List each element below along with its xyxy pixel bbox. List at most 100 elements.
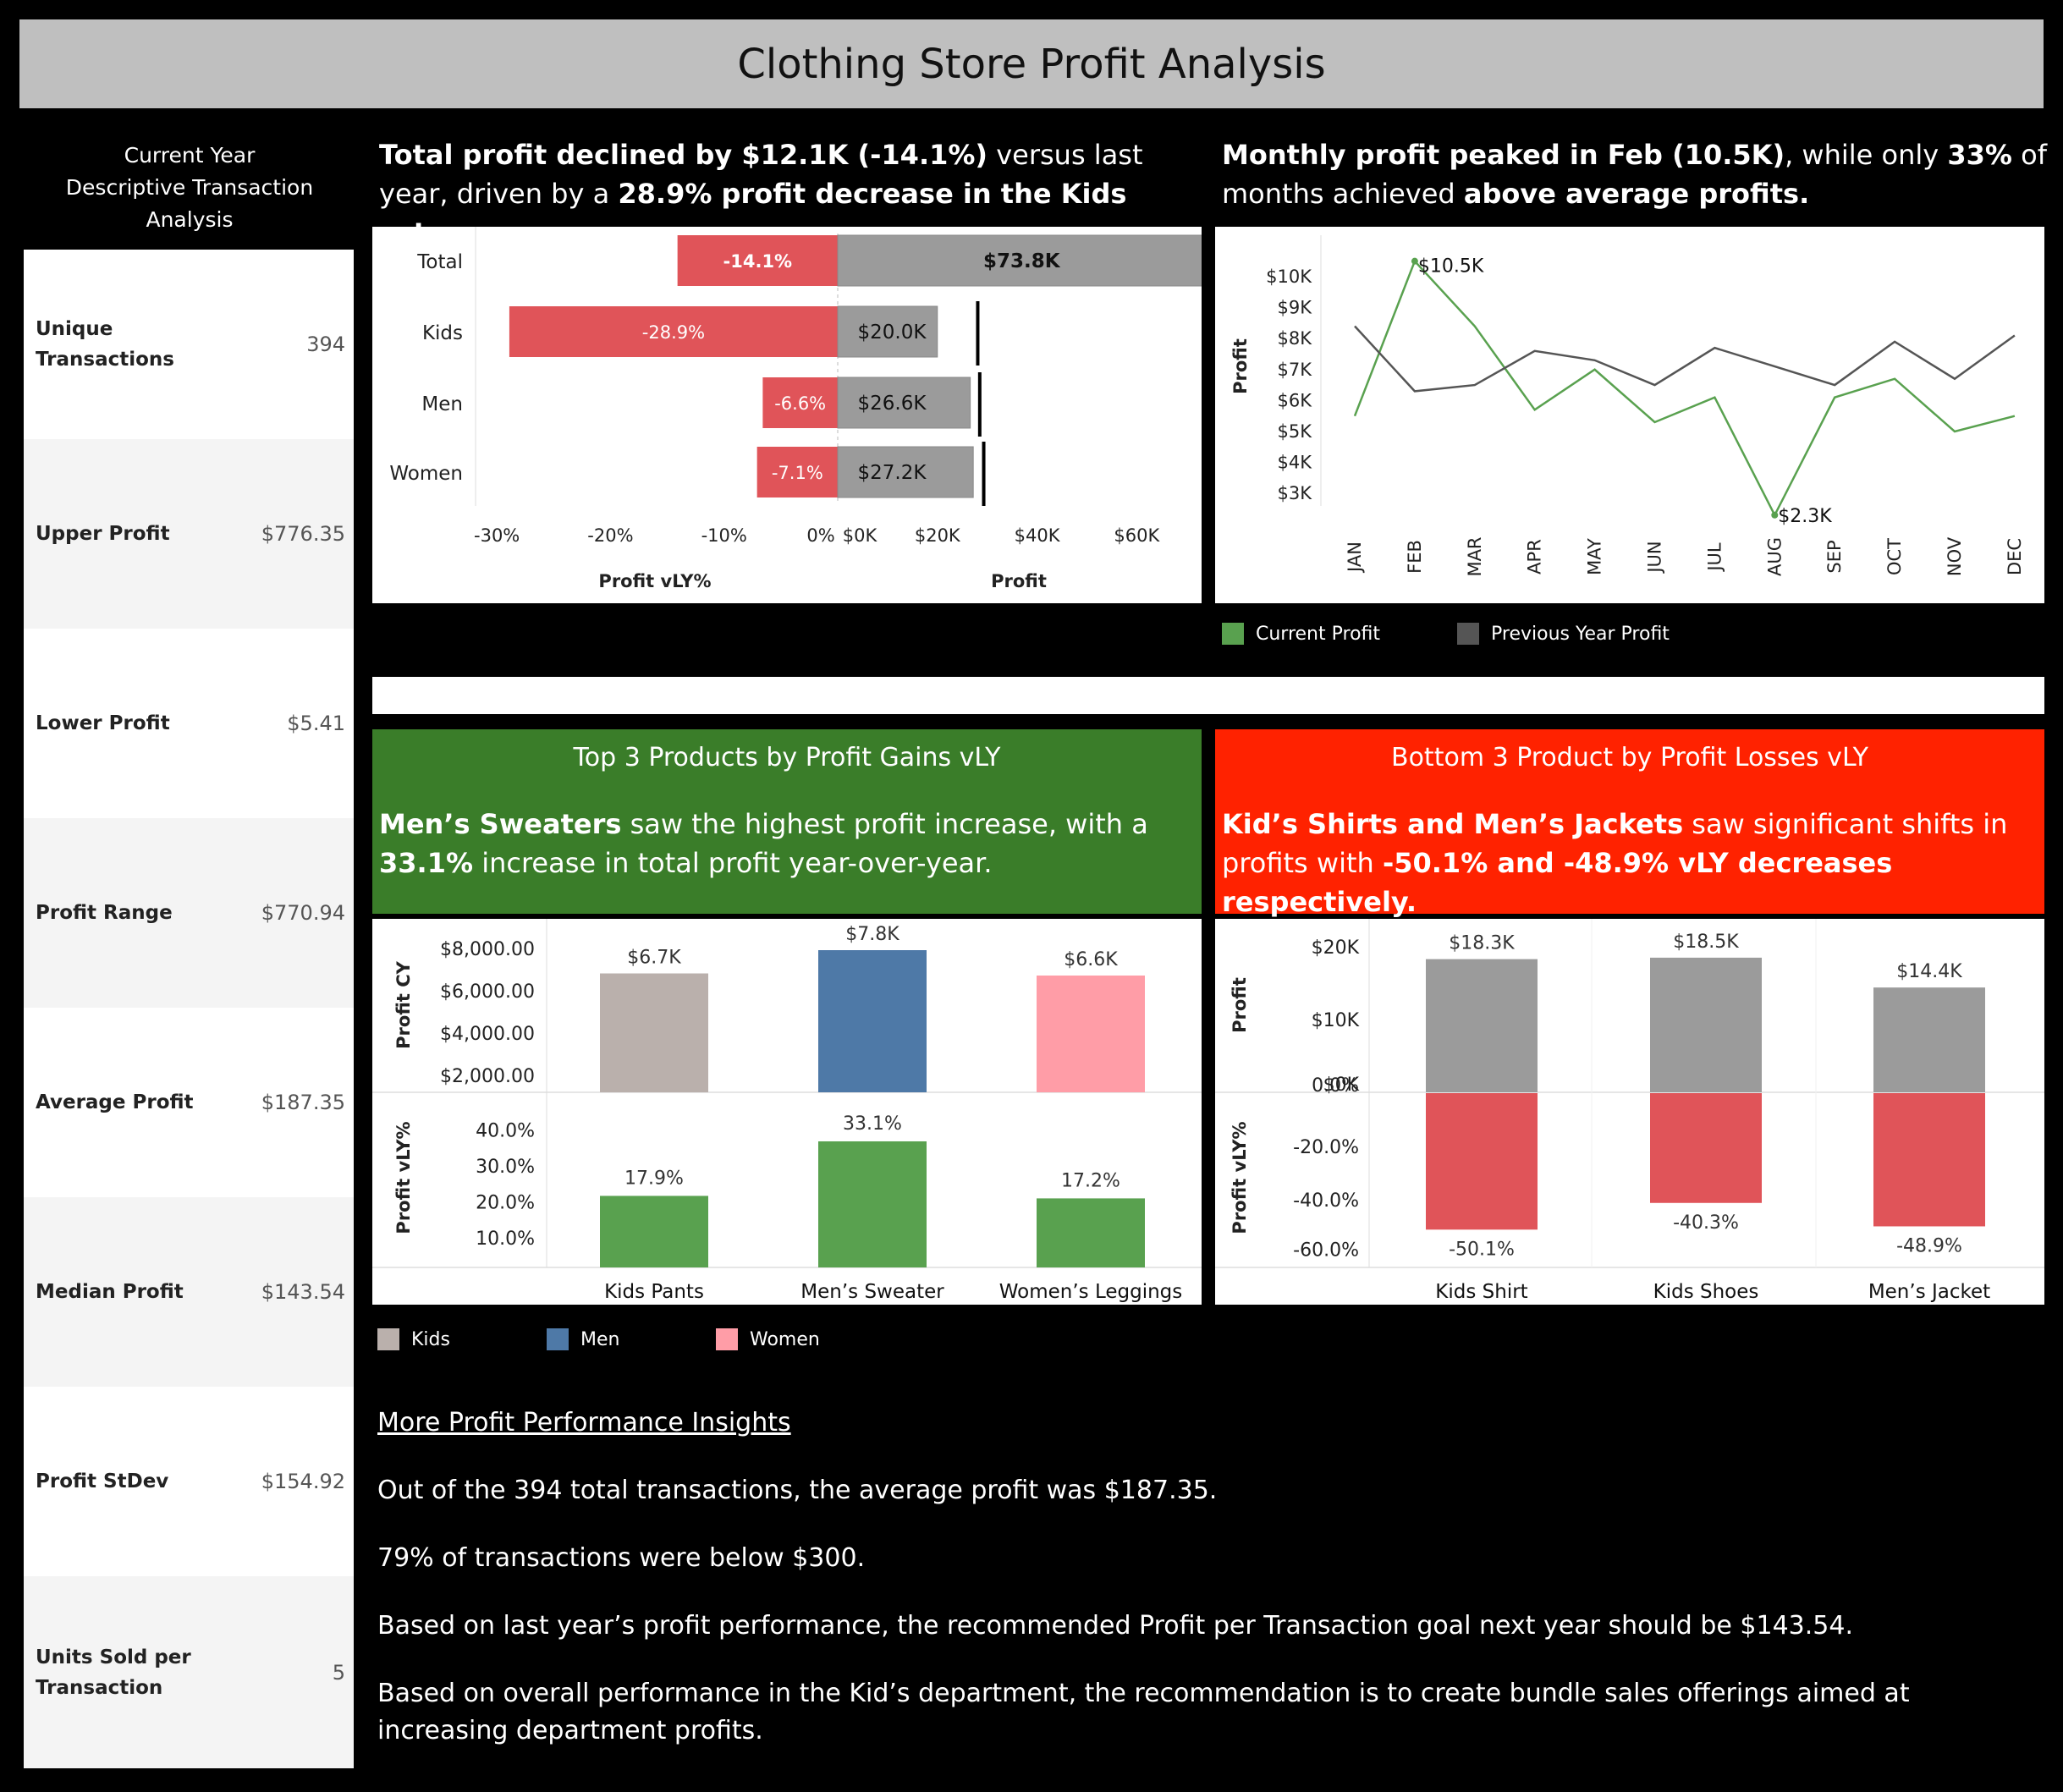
bar-value-label: $7.8K bbox=[845, 924, 899, 945]
bottom3-chart-panel: $0K $10K $20K Profit $18.3K $18.5K $14.4K 0.0% -… bbox=[1215, 919, 2044, 1305]
legend-swatch bbox=[716, 1328, 738, 1350]
y-axis-title-top: Profit CY bbox=[393, 960, 414, 1049]
x-axis-title-right: Profit bbox=[991, 571, 1047, 591]
previous-profit-line bbox=[1354, 325, 2016, 393]
insight-line: Out of the 394 total transactions, the a… bbox=[377, 1476, 1218, 1505]
stats-panel-title: Current Year Descriptive Transaction Ana… bbox=[24, 140, 355, 236]
profit-bar bbox=[818, 950, 927, 1092]
x-tick: AUG bbox=[1764, 537, 1785, 576]
y-tick: $6K bbox=[1278, 390, 1313, 410]
stat-value: $187.35 bbox=[261, 1091, 345, 1114]
x-tick: APR bbox=[1525, 539, 1545, 574]
stat-value: 394 bbox=[306, 333, 345, 356]
top3-chart-panel: $2,000.00 $4,000.00 $6,000.00 $8,000.00 Prof… bbox=[372, 919, 1202, 1305]
band-text: saw significant shifts in profits with bbox=[1222, 808, 2008, 879]
band-emphasis: -50.1% and -48.9% vLY decreases respecti… bbox=[1222, 847, 1893, 918]
x-tick: SEP bbox=[1824, 540, 1845, 573]
legend-swatch bbox=[547, 1328, 569, 1350]
bottom3-header-band: Bottom 3 Product by Profit Losses vLY Ki… bbox=[1215, 729, 2044, 918]
y-axis-title: Profit bbox=[1230, 338, 1251, 394]
profit-label: $20.0K bbox=[858, 322, 927, 344]
bottom3-description: Kid’s Shirts and Men’s Jackets saw signi… bbox=[1222, 805, 2044, 921]
stat-label: Unique Transactions bbox=[36, 318, 174, 371]
profit-bar bbox=[1426, 959, 1538, 1092]
profit-bar bbox=[837, 234, 1207, 287]
y-tick-bottom: 0.0% bbox=[1312, 1075, 1359, 1097]
vly-bar bbox=[1426, 1093, 1538, 1230]
vly-bar bbox=[1650, 1093, 1762, 1203]
y-tick-bottom: 10.0% bbox=[476, 1229, 535, 1250]
profit-bar bbox=[1873, 987, 1985, 1092]
x-tick-right: $60K bbox=[1114, 525, 1160, 546]
profit-label: $26.6K bbox=[858, 393, 927, 415]
legend-kids: Kids bbox=[377, 1328, 450, 1350]
category-label: Women’s Leggings bbox=[999, 1281, 1183, 1303]
profit-bar bbox=[837, 377, 971, 429]
bar-value-label: $6.6K bbox=[1064, 949, 1118, 970]
peak-point bbox=[1411, 257, 1418, 265]
profit-bar bbox=[1037, 976, 1145, 1092]
y-tick-top: $2,000.00 bbox=[440, 1066, 535, 1087]
stat-row: Median Profit $143.54 bbox=[24, 1197, 354, 1387]
stat-row: Profit Range $770.94 bbox=[24, 818, 354, 1008]
current-profit-line bbox=[1353, 259, 2016, 518]
insight-line: 79% of transactions were below $300. bbox=[377, 1543, 866, 1573]
stats-title-line: Analysis bbox=[146, 207, 234, 232]
x-tick-right: $40K bbox=[1015, 525, 1061, 546]
y-tick: $10K bbox=[1266, 267, 1312, 287]
top3-title: Top 3 Products by Profit Gains vLY bbox=[573, 743, 1001, 772]
stat-value: 5 bbox=[332, 1660, 345, 1685]
y-tick-top: $10K bbox=[1312, 1010, 1360, 1031]
headline-emphasis: 33% bbox=[1947, 139, 2012, 171]
profit-bar bbox=[837, 446, 974, 498]
bar-value-label: $14.4K bbox=[1896, 961, 1962, 982]
profit-bar bbox=[600, 973, 708, 1092]
bottom3-chart: $0K $10K $20K Profit $18.3K $18.5K $14.4K 0.0% -… bbox=[1215, 919, 2044, 1303]
bar-value-label: $6.7K bbox=[627, 948, 681, 969]
stat-value: $5.41 bbox=[287, 712, 345, 735]
insights-heading: More Profit Performance Insights bbox=[377, 1408, 791, 1437]
top3-chart: $2,000.00 $4,000.00 $6,000.00 $8,000.00 Prof… bbox=[372, 919, 1202, 1303]
x-tick-left: -20% bbox=[587, 525, 633, 546]
x-tick-left: -30% bbox=[474, 525, 520, 546]
band-emphasis: 33.1% bbox=[379, 847, 474, 879]
category-label: Kids Pants bbox=[604, 1281, 704, 1303]
legend-label: Current Profit bbox=[1256, 623, 1381, 645]
y-tick-bottom: 40.0% bbox=[476, 1121, 535, 1142]
vly-label: -6.6% bbox=[774, 393, 826, 414]
vly-bar bbox=[509, 306, 838, 357]
bar-value-label: $18.5K bbox=[1673, 932, 1739, 953]
x-tick: JUL bbox=[1704, 542, 1725, 573]
line-legend-current: Current Profit bbox=[1222, 623, 1380, 645]
page-title: Clothing Store Profit Analysis bbox=[19, 19, 2044, 108]
x-tick: OCT bbox=[1884, 538, 1905, 575]
category-label: Women bbox=[389, 463, 463, 485]
vly-bar bbox=[600, 1196, 708, 1267]
stat-value: $154.92 bbox=[261, 1470, 345, 1493]
stat-label: Average Profit bbox=[36, 1091, 194, 1113]
profit-bar bbox=[837, 305, 938, 358]
category-label: Men’s Jacket bbox=[1868, 1281, 1990, 1303]
category-label: Kids bbox=[422, 322, 463, 344]
bar-value-label: 17.2% bbox=[1061, 1170, 1120, 1191]
x-tick: DEC bbox=[2005, 538, 2025, 575]
stat-row: Units Sold per Transaction 5 bbox=[24, 1576, 354, 1768]
stats-title-line: Descriptive Transaction bbox=[65, 175, 314, 200]
bar-value-label: 17.9% bbox=[624, 1168, 684, 1189]
headline-text: of months achieved bbox=[1222, 139, 2047, 210]
stat-row: Upper Profit $776.35 bbox=[24, 439, 354, 629]
x-axis-title-left: Profit vLY% bbox=[598, 571, 711, 591]
stat-row: Unique Transactions 394 bbox=[24, 250, 354, 439]
y-tick-top: $4,000.00 bbox=[440, 1024, 535, 1045]
y-tick: $7K bbox=[1278, 360, 1313, 380]
x-tick: JAN bbox=[1345, 541, 1365, 574]
y-tick-bottom: -20.0% bbox=[1293, 1137, 1359, 1158]
profit-label: $27.2K bbox=[858, 462, 927, 484]
category-label: Kids Shirt bbox=[1435, 1281, 1527, 1303]
vly-label: -7.1% bbox=[772, 463, 823, 483]
x-tick: FEB bbox=[1405, 540, 1425, 574]
peak-point bbox=[1771, 511, 1779, 519]
y-tick-top: $8,000.00 bbox=[440, 939, 535, 960]
x-tick: MAY bbox=[1585, 538, 1605, 575]
x-tick: NOV bbox=[1945, 536, 1965, 576]
